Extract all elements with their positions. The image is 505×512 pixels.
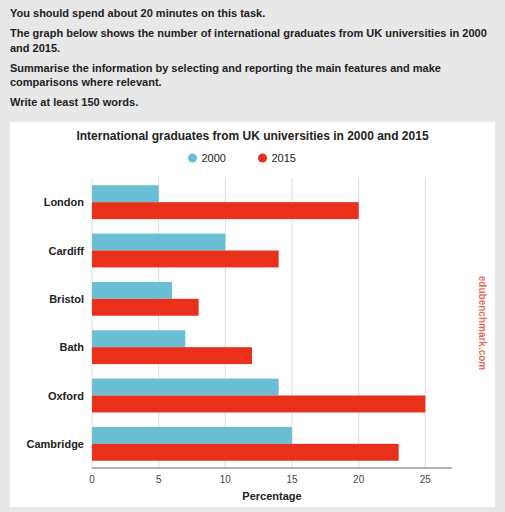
bar xyxy=(92,299,199,316)
bar xyxy=(92,250,279,267)
bar xyxy=(92,444,399,461)
chart-svg: International graduates from UK universi… xyxy=(0,120,505,512)
bar xyxy=(92,427,292,444)
instruction-text: The graph below shows the number of inte… xyxy=(10,26,495,55)
grid-line xyxy=(158,178,159,468)
x-tick-label: 5 xyxy=(156,474,162,485)
chart-background xyxy=(10,122,495,507)
chart-title: International graduates from UK universi… xyxy=(76,129,428,143)
legend: 2000 2015 xyxy=(188,152,296,164)
grid-line xyxy=(225,178,226,468)
legend-swatch xyxy=(258,153,267,162)
bar xyxy=(92,202,359,219)
y-tick-label: Bristol xyxy=(49,293,84,305)
y-tick-label: Oxford xyxy=(48,389,84,401)
bar xyxy=(92,347,252,364)
chart-container: International graduates from UK universi… xyxy=(0,120,505,512)
x-tick-label: 0 xyxy=(89,474,95,485)
y-tick-label: Cambridge xyxy=(27,438,84,450)
grid-line xyxy=(358,178,359,468)
watermark: edubenchmark.com xyxy=(477,276,488,371)
bars xyxy=(92,185,425,461)
instruction-text: Write at least 150 words. xyxy=(10,95,495,109)
instruction-text: Summarise the information by selecting a… xyxy=(10,61,495,90)
y-tick-label: London xyxy=(44,196,85,208)
instruction-text: You should spend about 20 minutes on thi… xyxy=(10,6,495,20)
bar xyxy=(92,233,225,250)
grid-line xyxy=(92,178,93,468)
grid xyxy=(92,178,425,468)
grid-line xyxy=(292,178,293,468)
legend-swatch xyxy=(188,153,197,162)
x-axis-label: Percentage xyxy=(242,490,301,502)
bar xyxy=(92,282,172,299)
legend-label: 2015 xyxy=(272,152,296,164)
header: You should spend about 20 minutes on thi… xyxy=(0,0,505,120)
x-axis-line xyxy=(92,467,452,468)
bar xyxy=(92,395,425,412)
x-tick-label: 25 xyxy=(420,474,432,485)
x-tick-label: 15 xyxy=(286,474,298,485)
y-tick-label: Cardiff xyxy=(49,244,85,256)
y-tick-label: Bath xyxy=(60,341,85,353)
grid-line xyxy=(425,178,426,468)
legend-label: 2000 xyxy=(202,152,226,164)
bar xyxy=(92,330,185,347)
bar xyxy=(92,378,279,395)
bar xyxy=(92,185,159,202)
x-tick-label: 10 xyxy=(220,474,232,485)
x-tick-label: 20 xyxy=(353,474,365,485)
